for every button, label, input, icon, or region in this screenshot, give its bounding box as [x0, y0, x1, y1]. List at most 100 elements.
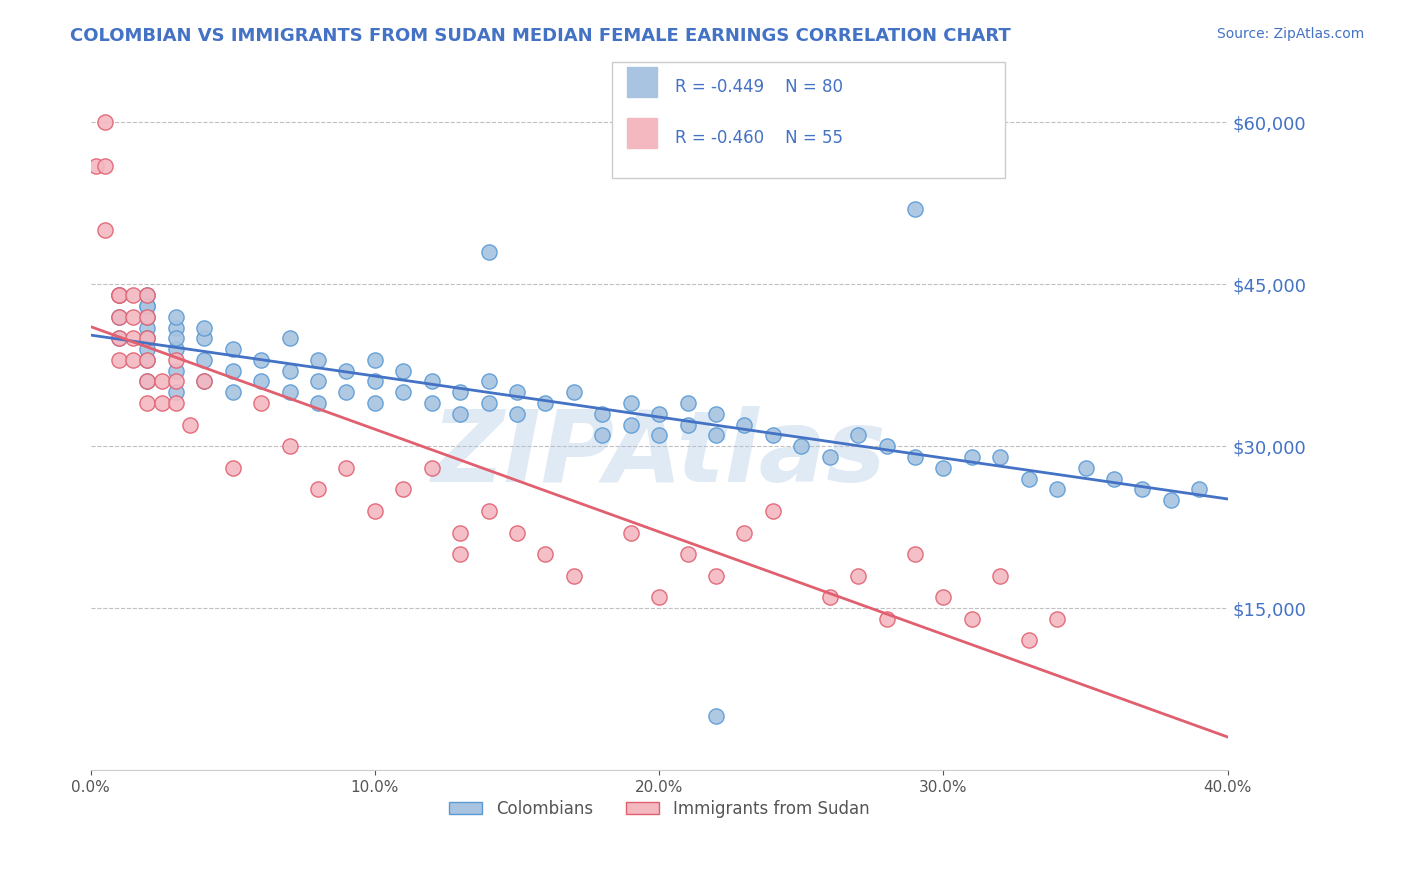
Point: [449, 525, 471, 540]
Point: [108, 331, 131, 345]
Point: [1188, 483, 1211, 497]
Point: [960, 450, 983, 464]
Point: [136, 288, 159, 302]
Text: ZIPAtlas: ZIPAtlas: [432, 406, 887, 503]
Point: [1132, 483, 1154, 497]
Point: [506, 525, 529, 540]
Point: [165, 310, 187, 324]
Point: [122, 331, 145, 345]
Point: [420, 460, 443, 475]
Point: [335, 385, 357, 400]
Point: [648, 428, 671, 442]
Point: [904, 450, 927, 464]
Point: [193, 375, 215, 389]
Point: [307, 375, 329, 389]
Point: [392, 483, 415, 497]
Text: COLOMBIAN VS IMMIGRANTS FROM SUDAN MEDIAN FEMALE EARNINGS CORRELATION CHART: COLOMBIAN VS IMMIGRANTS FROM SUDAN MEDIA…: [70, 27, 1011, 45]
Point: [478, 244, 501, 259]
Point: [278, 385, 301, 400]
Point: [1074, 460, 1097, 475]
Point: [165, 320, 187, 334]
Point: [932, 460, 955, 475]
Point: [420, 375, 443, 389]
Point: [136, 375, 159, 389]
Point: [165, 352, 187, 367]
Point: [1046, 483, 1069, 497]
Legend: Colombians, Immigrants from Sudan: Colombians, Immigrants from Sudan: [443, 794, 876, 825]
Point: [307, 352, 329, 367]
Point: [193, 352, 215, 367]
Point: [136, 342, 159, 356]
Point: [648, 407, 671, 421]
Point: [278, 364, 301, 378]
Point: [449, 385, 471, 400]
Point: [591, 407, 613, 421]
Point: [179, 417, 201, 432]
Point: [136, 320, 159, 334]
Text: R = -0.449    N = 80: R = -0.449 N = 80: [675, 78, 842, 96]
Point: [193, 320, 215, 334]
Point: [108, 288, 131, 302]
Point: [136, 352, 159, 367]
Point: [846, 428, 869, 442]
Point: [250, 396, 273, 410]
Point: [94, 159, 117, 173]
Point: [478, 396, 501, 410]
Point: [620, 396, 643, 410]
Point: [734, 525, 756, 540]
Point: [250, 375, 273, 389]
Point: [165, 331, 187, 345]
Point: [307, 483, 329, 497]
Point: [478, 504, 501, 518]
Point: [165, 364, 187, 378]
Point: [506, 385, 529, 400]
Point: [165, 342, 187, 356]
Point: [94, 223, 117, 237]
Point: [278, 331, 301, 345]
Point: [364, 396, 387, 410]
Point: [84, 159, 107, 173]
Point: [136, 375, 159, 389]
Point: [364, 352, 387, 367]
Point: [222, 460, 245, 475]
Point: [676, 547, 699, 561]
Point: [94, 115, 117, 129]
Point: [150, 396, 173, 410]
Point: [108, 310, 131, 324]
Point: [876, 439, 898, 453]
Point: [278, 439, 301, 453]
Point: [1102, 472, 1125, 486]
Point: [165, 385, 187, 400]
Point: [449, 407, 471, 421]
Point: [534, 547, 557, 561]
Point: [122, 288, 145, 302]
Point: [108, 310, 131, 324]
Point: [478, 375, 501, 389]
Point: [562, 568, 585, 582]
Point: [734, 417, 756, 432]
Point: [762, 428, 785, 442]
Point: [904, 202, 927, 216]
Point: [222, 342, 245, 356]
Point: [193, 331, 215, 345]
Point: [620, 525, 643, 540]
Point: [704, 407, 727, 421]
Point: [534, 396, 557, 410]
Point: [108, 352, 131, 367]
Point: [136, 352, 159, 367]
Point: [250, 352, 273, 367]
Point: [136, 331, 159, 345]
Point: [1160, 493, 1182, 508]
Point: [150, 375, 173, 389]
Point: [136, 299, 159, 313]
Point: [988, 450, 1011, 464]
Point: [704, 709, 727, 723]
Point: [1018, 633, 1040, 648]
Point: [108, 331, 131, 345]
Point: [136, 396, 159, 410]
Point: [165, 396, 187, 410]
Point: [620, 417, 643, 432]
Point: [648, 591, 671, 605]
Point: [591, 428, 613, 442]
Point: [364, 504, 387, 518]
